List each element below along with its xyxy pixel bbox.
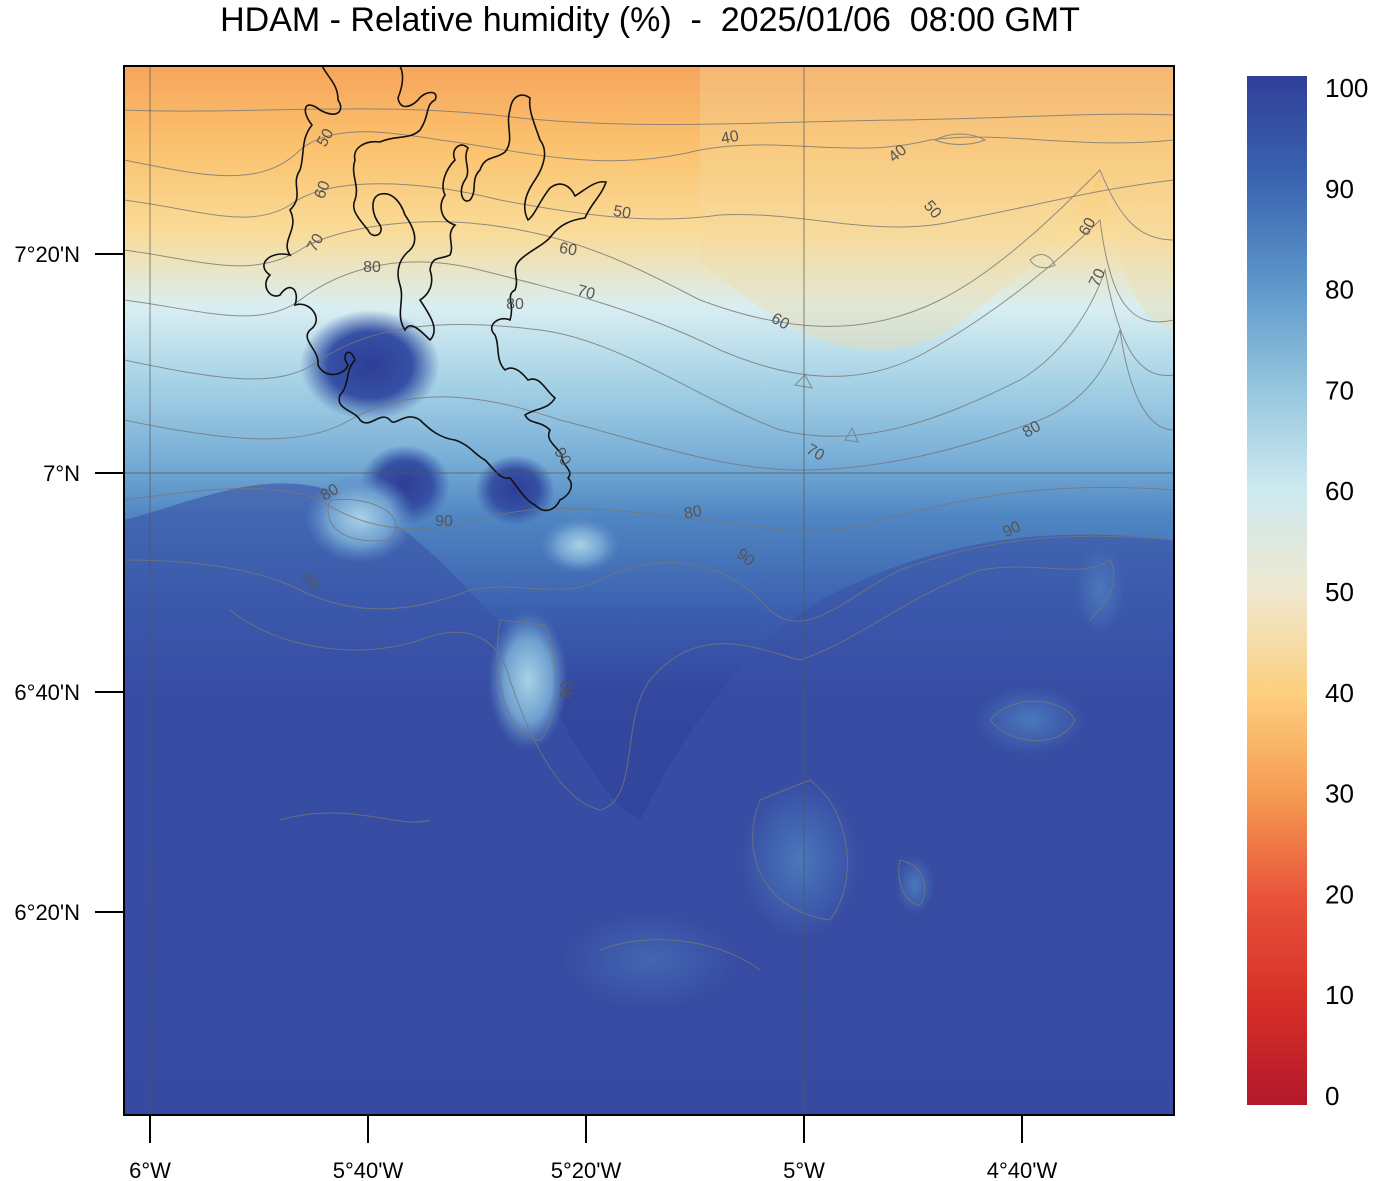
contour-label: 80 xyxy=(506,296,524,313)
humidity-field: 5060708080908090904040505060706060707080… xyxy=(124,66,1174,1115)
y-tick-label: 6°40'N xyxy=(14,680,80,705)
plot-frame xyxy=(123,65,1175,1116)
x-tick-label: 5°40'W xyxy=(333,1158,404,1181)
x-tick-label: 4°40'W xyxy=(987,1158,1058,1181)
contour-label: 70 xyxy=(1086,266,1109,289)
contour-label: 90 xyxy=(550,445,574,469)
axis-ticks xyxy=(95,253,1023,1143)
contour-label: 90 xyxy=(557,680,576,699)
colorbar-tick-label: 50 xyxy=(1325,577,1354,607)
contour-label: 50 xyxy=(612,203,633,223)
x-tick-label: 5°20'W xyxy=(551,1158,622,1181)
contour-labels: 5060708080908090904040505060706060707080… xyxy=(298,126,1109,700)
contour-label: 60 xyxy=(312,179,334,202)
contour-label: 70 xyxy=(304,231,328,255)
contour-label: 90 xyxy=(435,513,453,530)
colorbar-tick-label: 90 xyxy=(1325,174,1354,204)
contour-label: 70 xyxy=(803,441,827,465)
boundary-outline xyxy=(263,66,608,512)
y-tick-label: 7°N xyxy=(43,461,80,486)
x-tick-label: 5°W xyxy=(783,1158,825,1181)
colorbar-tick-label: 0 xyxy=(1325,1081,1339,1111)
y-tick-label: 7°20'N xyxy=(14,242,80,267)
colorbar-tick-label: 30 xyxy=(1325,779,1354,809)
y-axis-labels: 7°20'N 7°N 6°40'N 6°20'N xyxy=(14,242,80,925)
colorbar-tick-label: 10 xyxy=(1325,980,1354,1010)
y-tick-label: 6°20'N xyxy=(14,900,80,925)
colorbar-tick-label: 100 xyxy=(1325,73,1368,103)
colorbar-tick-label: 40 xyxy=(1325,678,1354,708)
contour-label: 60 xyxy=(558,240,579,260)
contour-label: 40 xyxy=(720,128,741,148)
contour-label: 70 xyxy=(575,282,597,303)
contour-label: 80 xyxy=(318,481,342,505)
colorbar-tick-label: 80 xyxy=(1325,275,1354,305)
contour-label: 60 xyxy=(768,310,792,334)
contour-label: 90 xyxy=(1000,518,1023,541)
graticule xyxy=(124,66,1174,1115)
contour-lines xyxy=(124,108,1174,971)
x-axis-labels: 6°W 5°40'W 5°20'W 5°W 4°40'W xyxy=(129,1158,1057,1181)
contour-label: 60 xyxy=(1076,215,1100,239)
map-title: HDAM - Relative humidity (%) - 2025/01/0… xyxy=(220,1,1080,39)
colorbar-tick-label: 70 xyxy=(1325,375,1354,405)
contour-label: 80 xyxy=(1020,418,1044,442)
contour-label: 80 xyxy=(683,503,704,523)
colorbar-tick-label: 60 xyxy=(1325,476,1354,506)
colorbar-tick-label: 20 xyxy=(1325,879,1354,909)
contour-label: 50 xyxy=(314,126,338,150)
colorbar-scale xyxy=(1247,76,1307,1105)
x-tick-label: 6°W xyxy=(129,1158,171,1181)
contour-label: 80 xyxy=(363,259,381,276)
